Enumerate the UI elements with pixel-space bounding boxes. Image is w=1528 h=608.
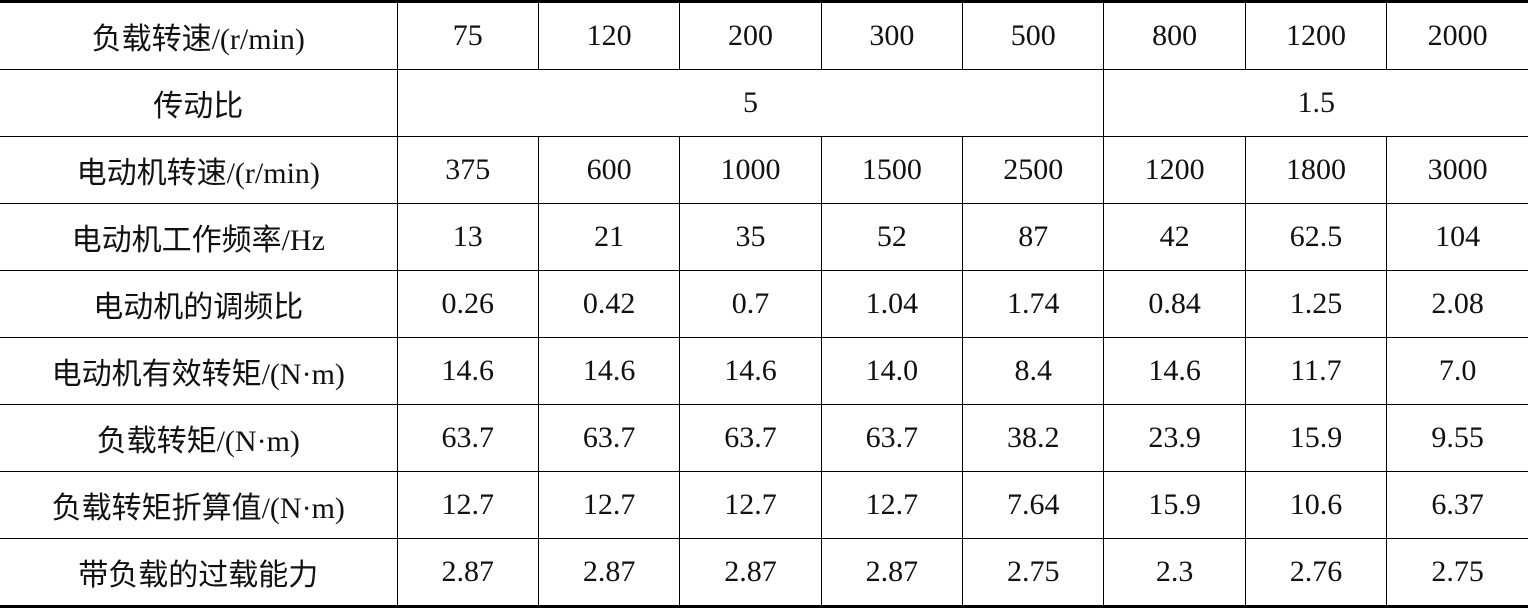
table-cell: 375	[396, 136, 539, 204]
table-cell: 7.64	[961, 471, 1105, 539]
table-row: 电动机的调频比 0.26 0.42 0.7 1.04 1.74 0.84 1.25 2.08	[0, 270, 1528, 338]
table-cell: 14.6	[537, 337, 681, 405]
table-cell: 800	[1103, 1, 1246, 70]
table-row: 负载转矩/(N·m) 63.7 63.7 63.7 63.7 38.2 23.9 15.9 9.…	[0, 404, 1528, 472]
table-cell: 1800	[1244, 136, 1388, 204]
table-cell: 1200	[1244, 1, 1388, 70]
table-cell: 500	[961, 1, 1105, 70]
table-cell: 2.87	[679, 538, 822, 607]
table-cell: 13	[396, 203, 539, 271]
table-cell: 15.9	[1244, 404, 1388, 472]
table-cell: 200	[679, 1, 822, 70]
table-row: 电动机转速/(r/min) 375 600 1000 1500 2500 1200 1800 3…	[0, 136, 1528, 204]
table-cell: 2.75	[1386, 538, 1528, 607]
table-cell: 2.76	[1244, 538, 1388, 607]
row-header: 电动机的调频比	[0, 270, 398, 338]
table-cell: 2.75	[961, 538, 1105, 607]
table-cell: 6.37	[1386, 471, 1528, 539]
table-row: 电动机有效转矩/(N·m) 14.6 14.6 14.6 14.0 8.4 14.6 11.7…	[0, 337, 1528, 405]
table-cell: 23.9	[1103, 404, 1246, 472]
table-cell: 5	[396, 69, 1105, 137]
table-cell: 0.7	[679, 270, 822, 338]
table-cell: 15.9	[1103, 471, 1246, 539]
row-header: 负载转矩折算值/(N·m)	[0, 471, 398, 539]
table-cell: 1200	[1103, 136, 1246, 204]
table-cell: 2.87	[820, 538, 964, 607]
table-cell: 63.7	[537, 404, 681, 472]
table-cell: 1500	[820, 136, 964, 204]
table-cell: 300	[820, 1, 964, 70]
table-cell: 104	[1386, 203, 1528, 271]
table-row: 电动机工作频率/Hz 13 21 35 52 87 42 62.5 104	[0, 203, 1528, 271]
row-header: 传动比	[0, 69, 398, 137]
table-row: 负载转矩折算值/(N·m) 12.7 12.7 12.7 12.7 7.64 15.9 10.…	[0, 471, 1528, 539]
table-row: 传动比 5 1.5	[0, 69, 1528, 137]
table-cell: 9.55	[1386, 404, 1528, 472]
table-cell: 10.6	[1244, 471, 1388, 539]
table-row: 带负载的过载能力 2.87 2.87 2.87 2.87 2.75 2.3 2.76 2.75	[0, 538, 1528, 607]
table-cell: 2.08	[1386, 270, 1528, 338]
table-row: 负载转速/(r/min) 75 120 200 300 500 800 1200 2000	[0, 1, 1528, 70]
table-cell: 14.6	[396, 337, 539, 405]
table-cell: 1.5	[1103, 69, 1528, 137]
table-cell: 2.87	[396, 538, 539, 607]
table-cell: 0.84	[1103, 270, 1246, 338]
table-cell: 1.74	[961, 270, 1105, 338]
table-cell: 87	[961, 203, 1105, 271]
table-cell: 600	[537, 136, 681, 204]
table-cell: 120	[537, 1, 681, 70]
table-cell: 2.87	[537, 538, 681, 607]
row-header: 负载转速/(r/min)	[0, 1, 398, 70]
row-header: 负载转矩/(N·m)	[0, 404, 398, 472]
table-cell: 14.0	[820, 337, 964, 405]
table-cell: 35	[679, 203, 822, 271]
table-cell: 38.2	[961, 404, 1105, 472]
row-header: 电动机有效转矩/(N·m)	[0, 337, 398, 405]
table-cell: 12.7	[679, 471, 822, 539]
table-cell: 2500	[961, 136, 1105, 204]
table-cell: 14.6	[1103, 337, 1246, 405]
table-cell: 2.3	[1103, 538, 1246, 607]
table-cell: 63.7	[679, 404, 822, 472]
table-cell: 63.7	[820, 404, 964, 472]
table-cell: 12.7	[537, 471, 681, 539]
table-cell: 0.26	[396, 270, 539, 338]
row-header: 电动机转速/(r/min)	[0, 136, 398, 204]
table-cell: 63.7	[396, 404, 539, 472]
table-cell: 1000	[679, 136, 822, 204]
table-cell: 42	[1103, 203, 1246, 271]
table-cell: 21	[537, 203, 681, 271]
table-cell: 1.04	[820, 270, 964, 338]
table-cell: 8.4	[961, 337, 1105, 405]
table-cell: 52	[820, 203, 964, 271]
row-header: 带负载的过载能力	[0, 538, 398, 607]
table-cell: 62.5	[1244, 203, 1388, 271]
table-cell: 0.42	[537, 270, 681, 338]
table-cell: 11.7	[1244, 337, 1388, 405]
table-cell: 12.7	[820, 471, 964, 539]
table-cell: 1.25	[1244, 270, 1388, 338]
table-cell: 12.7	[396, 471, 539, 539]
table-cell: 2000	[1386, 1, 1528, 70]
table-cell: 14.6	[679, 337, 822, 405]
table-cell: 3000	[1386, 136, 1528, 204]
table-cell: 7.0	[1386, 337, 1528, 405]
row-header: 电动机工作频率/Hz	[0, 203, 398, 271]
table-cell: 75	[396, 1, 539, 70]
